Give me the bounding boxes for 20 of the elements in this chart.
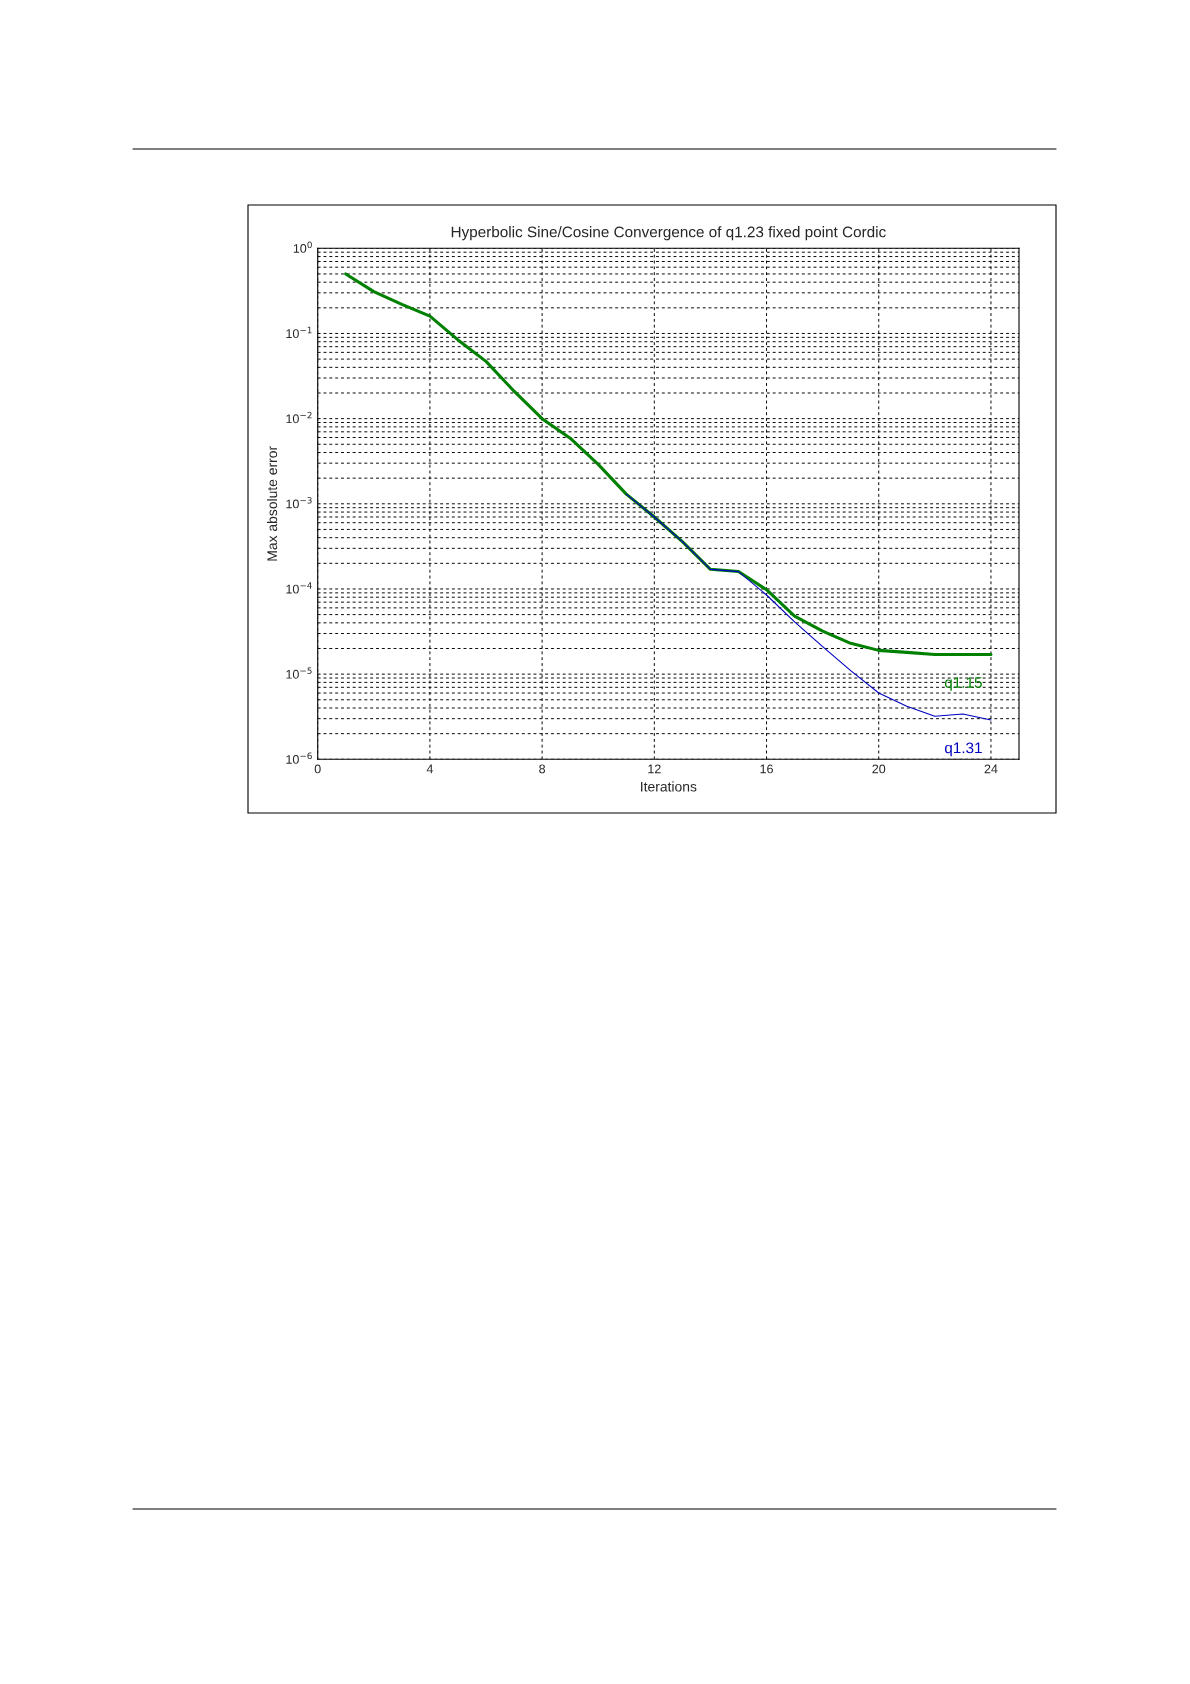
y-tick-label: 10$^{−3}$ (286, 496, 312, 509)
x-tick-label: 12 (648, 764, 661, 774)
x-tick-label: 16 (760, 764, 773, 774)
x-tick-label: 24 (984, 764, 998, 774)
x-axis-title: Iterations (641, 781, 697, 792)
series-label: q1.31 (944, 742, 982, 757)
y-tick-label: 10$^{−4}$ (286, 582, 312, 594)
y-tick-label: 10$^{−5}$ (286, 667, 312, 679)
y-axis-title: Max absolute error (266, 446, 278, 561)
x-tick-label: 4 (426, 764, 434, 774)
x-tick-label: 8 (539, 764, 546, 774)
x-tick-label: 0 (314, 764, 321, 774)
y-tick-label: 10$^{−1}$ (286, 326, 312, 339)
y-tick-label: 10$^{−2}$ (286, 411, 312, 424)
x-tick-label: 20 (872, 764, 886, 774)
line-series (625, 493, 992, 721)
series-label: q1.15 (944, 677, 982, 691)
y-tick-label: 10$^{0}$ (293, 241, 312, 253)
y-tick-label: 10$^{−6}$ (286, 752, 312, 764)
chart-title: Hyperbolic Sine/Cosine Convergence of q1.23 fixed point Cordic (451, 226, 886, 241)
